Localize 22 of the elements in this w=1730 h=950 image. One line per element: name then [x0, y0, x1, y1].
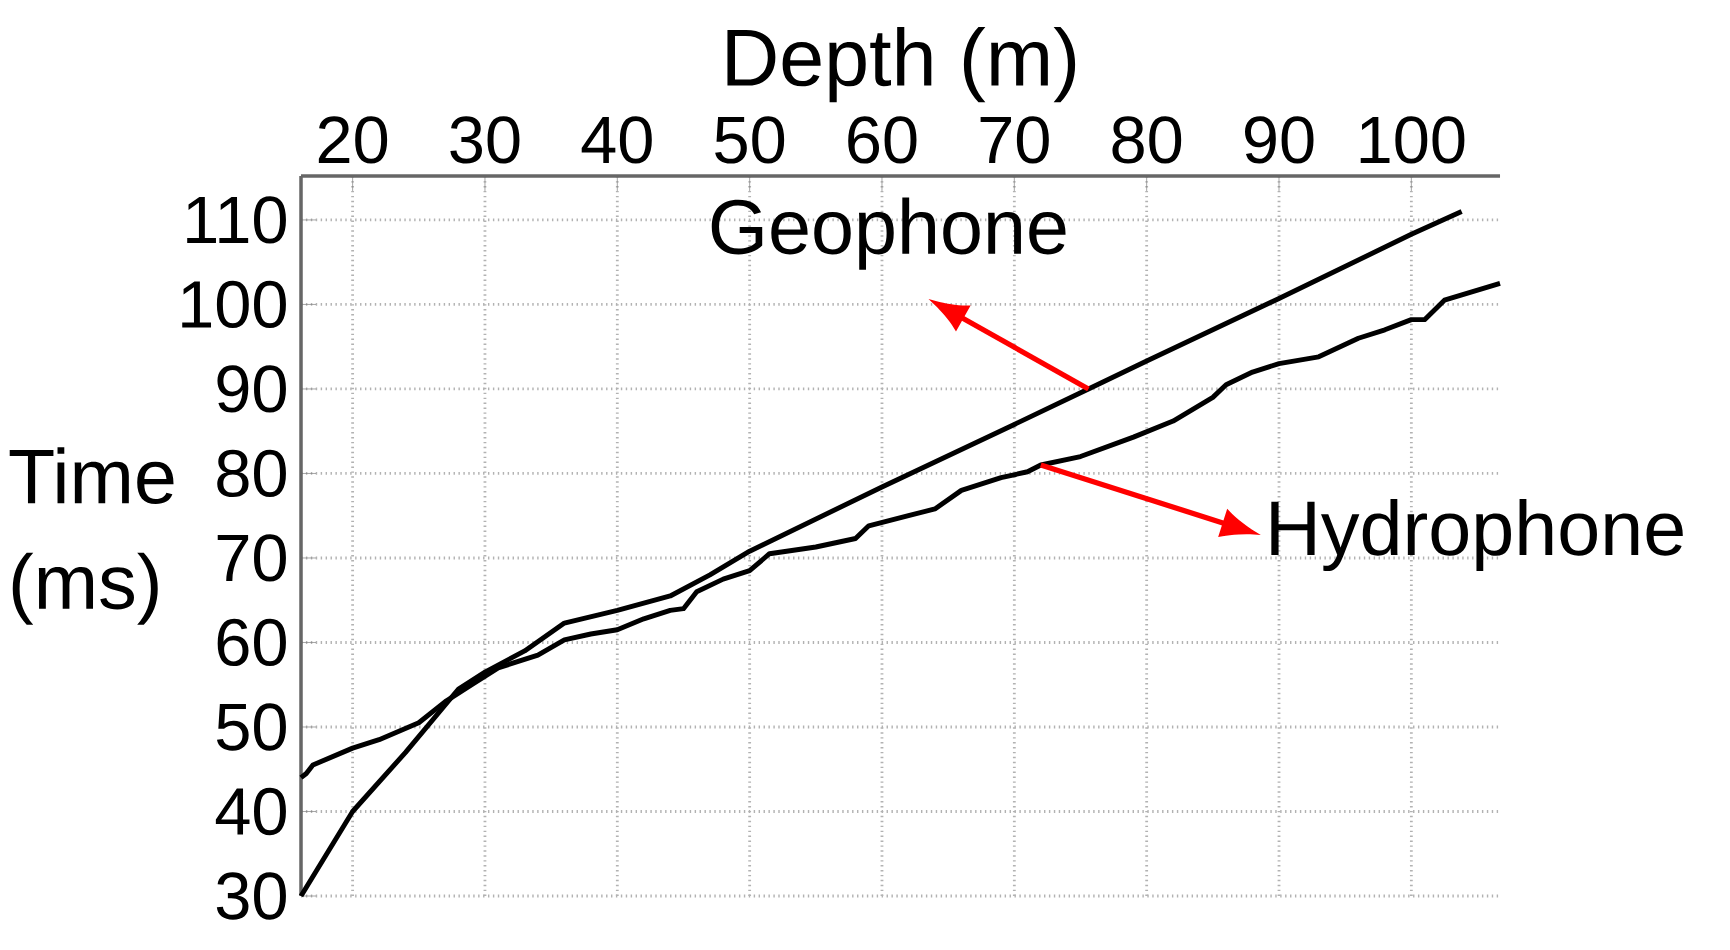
- y-axis-title: Time (ms): [9, 447, 174, 625]
- series-label: Geophone: [711, 197, 1066, 270]
- y-tick-label: 110: [187, 196, 286, 244]
- x-tick-label: 40: [581, 116, 652, 164]
- x-tick-label: 70: [980, 116, 1049, 164]
- y-tick-label: 100: [182, 280, 286, 329]
- y-tick-label: 40: [215, 787, 286, 836]
- x-tick-label: 50: [715, 116, 785, 164]
- y-tick-label: 30: [216, 872, 286, 920]
- x-tick-label: 100: [1360, 116, 1465, 164]
- x-tick-label: 90: [1245, 116, 1314, 164]
- x-tick-label: 60: [848, 116, 917, 164]
- series-label: Hydrophone: [1271, 498, 1683, 572]
- y-tick-label: 70: [217, 534, 286, 582]
- x-axis-title: Depth (m): [727, 26, 1076, 103]
- y-tick-label: 80: [217, 449, 286, 498]
- y-tick-label: 60: [217, 618, 286, 667]
- x-tick-label: 80: [1112, 116, 1182, 164]
- y-tick-label: 90: [217, 365, 286, 413]
- x-tick-label: 20: [318, 116, 388, 164]
- x-tick-label: 30: [450, 116, 520, 164]
- y-tick-label: 50: [216, 703, 286, 751]
